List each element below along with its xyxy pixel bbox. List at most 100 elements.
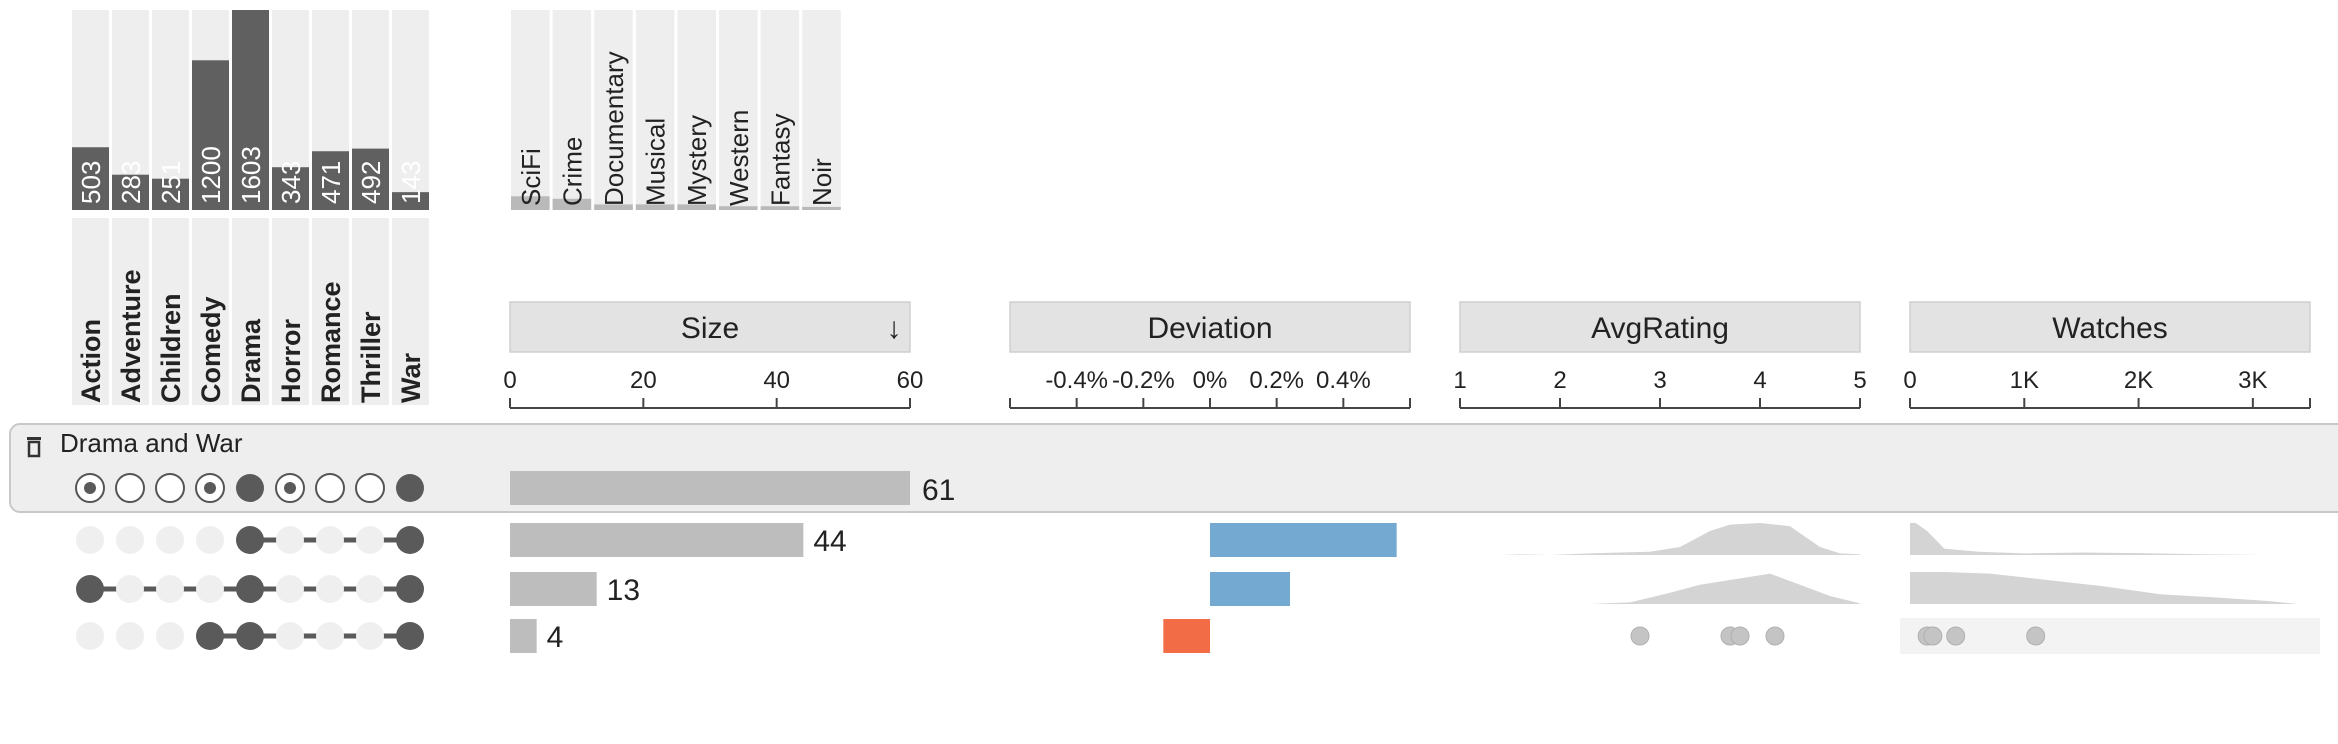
intersection-size-label: 4: [547, 621, 564, 654]
member-dot-action: [76, 575, 104, 603]
intersection-rows: 44 13 4: [76, 523, 2320, 654]
set-label-bg-drama[interactable]: [232, 218, 269, 405]
non-member-dot-action: [76, 622, 104, 650]
column-title-size: Size: [681, 312, 739, 345]
aggregate-group-row[interactable]: Drama and War 61: [9, 423, 2338, 513]
set-name-adventure: Adventure: [116, 269, 146, 403]
set-size-label-children: 251: [156, 161, 186, 204]
axis-tick-label-avgrating: 3: [1653, 367, 1666, 394]
set-size-bar-drama[interactable]: [232, 10, 269, 210]
group-state-yes-drama: [236, 474, 264, 502]
intersection-size-label: 44: [813, 525, 846, 558]
hidden-set-bg-mystery: [677, 10, 716, 210]
non-member-dot-children: [156, 526, 184, 554]
axis-tick-label-deviation: 0.2%: [1249, 367, 1304, 394]
set-label-bg-war[interactable]: [392, 218, 429, 405]
watches-point: [2026, 626, 2046, 646]
axis-tick-label-watches: 0: [1903, 367, 1916, 394]
hidden-set-bar-documentary[interactable]: [594, 204, 633, 210]
set-name-drama: Drama: [236, 318, 266, 403]
group-size-bar: [510, 471, 910, 505]
watches-point: [1923, 626, 1943, 646]
non-member-dot-thriller: [356, 526, 384, 554]
hidden-set-bar-mystery[interactable]: [677, 204, 716, 210]
group-size-label: 61: [922, 474, 955, 507]
axis-tick-label-watches: 3K: [2238, 367, 2267, 394]
watches-strip-background: [1900, 618, 2320, 654]
set-label-bg-romance[interactable]: [312, 218, 349, 405]
set-name-thriller: Thriller: [356, 311, 386, 403]
non-member-dot-romance: [316, 575, 344, 603]
non-member-dot-romance: [316, 526, 344, 554]
set-column-bg-war: [392, 10, 429, 210]
set-size-bar-adventure[interactable]: [112, 174, 149, 210]
set-size-bar-comedy[interactable]: [192, 60, 229, 210]
group-state-no-adventure: [115, 473, 145, 503]
non-member-dot-adventure: [116, 575, 144, 603]
rating-point: [1630, 626, 1650, 646]
non-member-dot-romance: [316, 622, 344, 650]
hidden-set-name-crime: Crime: [557, 137, 587, 206]
watches-density-plot: [1910, 523, 2265, 555]
deviation-bar-positive: [1210, 523, 1397, 557]
set-size-bar-romance[interactable]: [312, 151, 349, 210]
hidden-set-name-scifi: SciFi: [516, 148, 546, 206]
trash-icon[interactable]: [27, 437, 41, 458]
set-label-bg-action[interactable]: [72, 218, 109, 405]
hidden-set-bg-crime: [552, 10, 592, 210]
column-header-watches[interactable]: [1909, 301, 2311, 353]
trash-icon-can: [27, 440, 41, 458]
set-label-bg-comedy[interactable]: [192, 218, 229, 405]
axis-tick-label-avgrating: 1: [1453, 367, 1466, 394]
intersection-size-bar[interactable]: [510, 523, 804, 557]
hidden-set-bar-fantasy[interactable]: [760, 206, 800, 210]
hidden-set-bg-fantasy: [760, 10, 800, 210]
set-size-bar-horror[interactable]: [272, 167, 309, 210]
set-label-bg-thriller[interactable]: [352, 218, 389, 405]
member-dot-drama: [236, 526, 264, 554]
set-size-label-war: 143: [396, 161, 426, 204]
set-size-bar-thriller[interactable]: [352, 148, 389, 210]
non-member-dot-horror: [276, 526, 304, 554]
set-size-bar-action[interactable]: [72, 147, 109, 210]
column-header-size[interactable]: [509, 301, 911, 353]
set-name-action: Action: [76, 319, 106, 403]
set-label-bg-horror[interactable]: [272, 218, 309, 405]
hidden-set-bar-western[interactable]: [719, 206, 758, 210]
hidden-set-bar-musical[interactable]: [635, 204, 675, 210]
hidden-set-bg-documentary: [594, 10, 633, 210]
column-title-watches: Watches: [2052, 312, 2168, 345]
rating-density-plot: [1500, 523, 1860, 555]
set-size-bar-war[interactable]: [392, 192, 429, 210]
hidden-set-bar-scifi[interactable]: [511, 196, 550, 210]
hidden-set-name-western: Western: [724, 110, 754, 206]
axis-tick-label-watches: 1K: [2010, 367, 2039, 394]
set-size-bar-children[interactable]: [152, 178, 189, 210]
sort-descending-icon[interactable]: ↓: [887, 312, 902, 345]
axis-tick-label-avgrating: 5: [1853, 367, 1866, 394]
group-state-maybe-dot-comedy: [204, 482, 216, 494]
set-size-label-romance: 471: [316, 161, 346, 204]
set-name-children: Children: [156, 293, 186, 403]
column-header-deviation[interactable]: [1009, 301, 1411, 353]
axis-tick-label-watches: 2K: [2124, 367, 2153, 394]
non-member-dot-children: [156, 622, 184, 650]
hidden-set-name-musical: Musical: [641, 118, 671, 206]
set-label-bg-adventure[interactable]: [112, 218, 149, 405]
hidden-set-name-fantasy: Fantasy: [765, 114, 795, 207]
set-size-label-thriller: 492: [356, 161, 386, 204]
axis-tick-label-deviation: 0%: [1193, 367, 1228, 394]
hidden-set-bar-crime[interactable]: [552, 198, 592, 210]
group-row-background: [9, 423, 2338, 513]
set-label-bg-children[interactable]: [152, 218, 189, 405]
hidden-set-bar-noir[interactable]: [802, 206, 841, 210]
intersection-size-bar[interactable]: [510, 572, 597, 606]
non-member-dot-comedy: [196, 526, 224, 554]
intersection-size-bar[interactable]: [510, 619, 537, 653]
member-dot-drama: [236, 622, 264, 650]
hidden-set-bg-western: [719, 10, 758, 210]
axis-tick-label-deviation: 0.4%: [1316, 367, 1371, 394]
column-header-avgrating[interactable]: [1459, 301, 1861, 353]
axis-tick-label-size: 40: [763, 367, 790, 394]
